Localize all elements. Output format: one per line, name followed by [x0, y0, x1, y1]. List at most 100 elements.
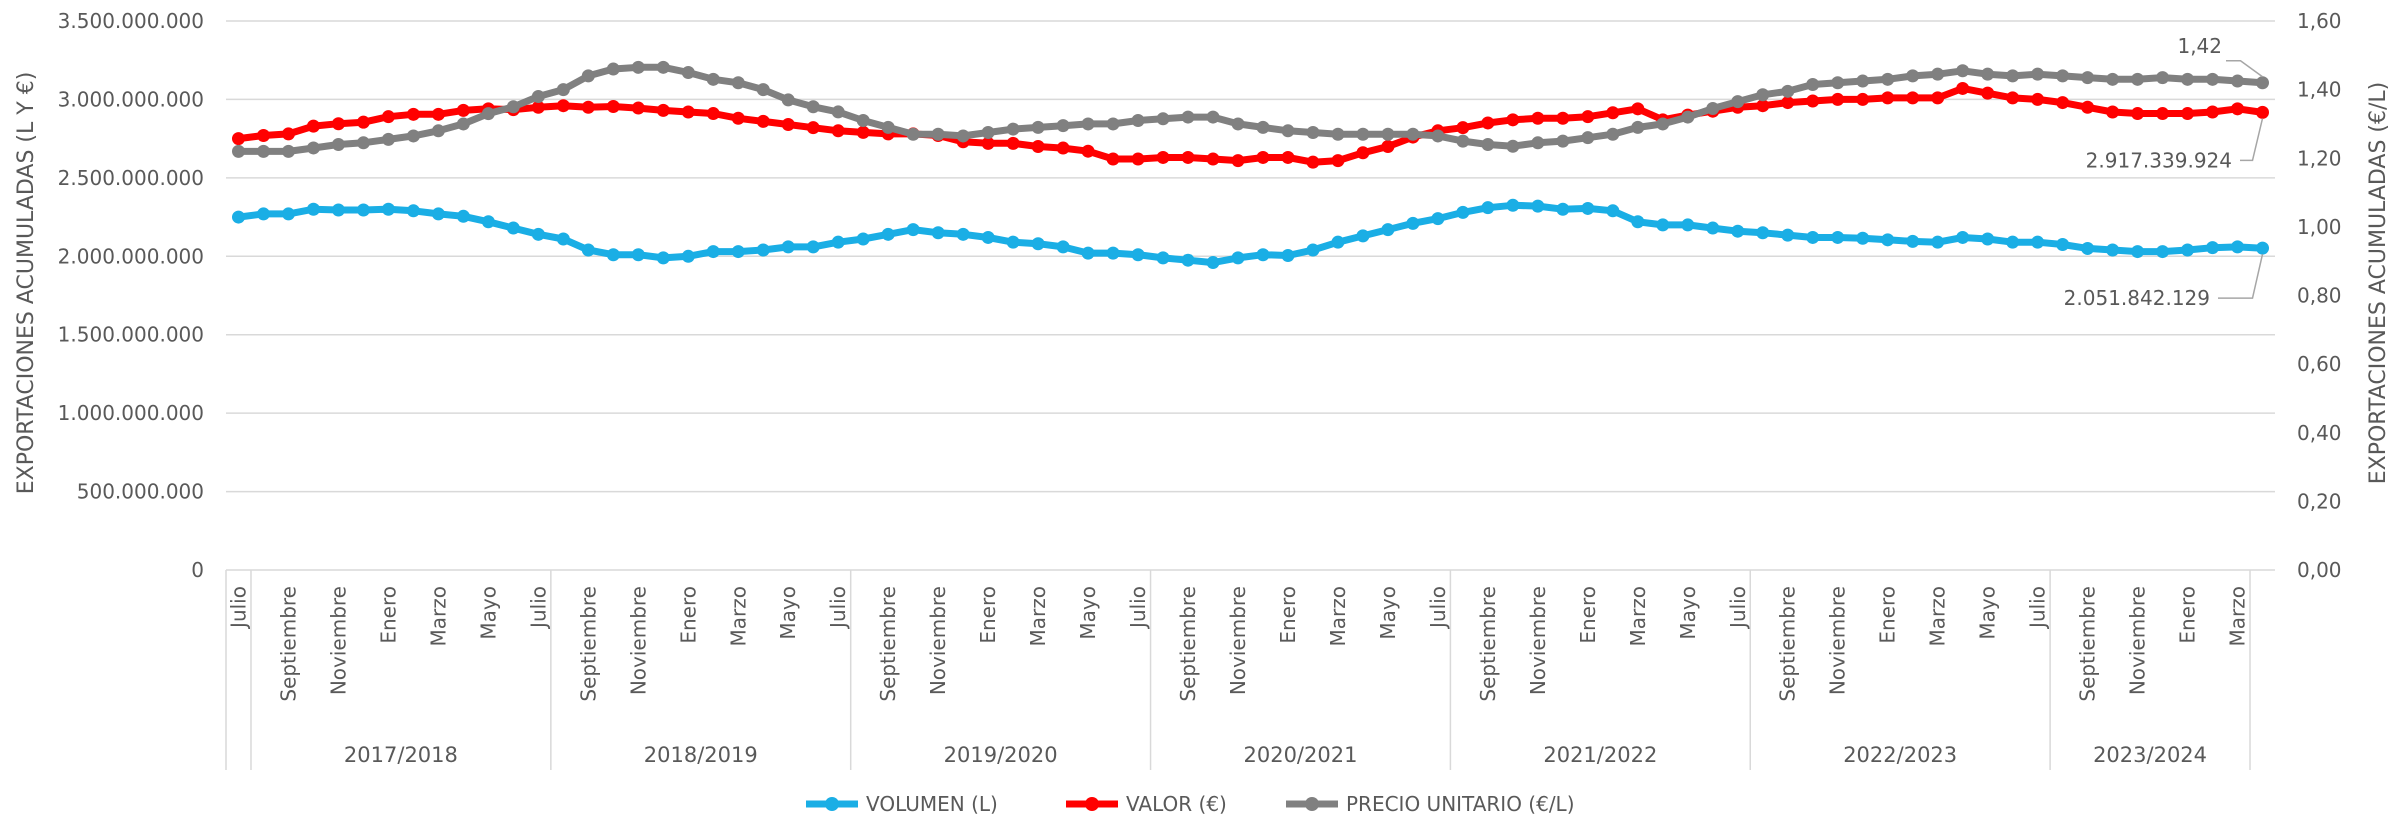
data-point	[1331, 235, 1345, 249]
data-point	[781, 118, 795, 132]
data-point	[1706, 221, 1720, 235]
data-point	[281, 144, 295, 158]
data-point	[481, 107, 495, 121]
data-point	[1331, 127, 1345, 141]
left-tick-label: 1.000.000.000	[58, 401, 204, 425]
data-point	[1556, 111, 1570, 125]
month-label: Marzo	[726, 586, 750, 646]
data-point	[1256, 248, 1270, 262]
month-label: Mayo	[1076, 586, 1100, 640]
data-point	[931, 127, 945, 141]
data-point	[1206, 256, 1220, 270]
data-point	[1906, 91, 1920, 105]
month-label: Marzo	[426, 586, 450, 646]
data-point	[1806, 77, 1820, 91]
x-axis: Julio Septiembre Noviembre Enero Marzo Mayo Ju…	[225, 570, 2251, 770]
data-point	[1656, 117, 1670, 131]
data-point	[2056, 238, 2070, 252]
data-point	[406, 107, 420, 121]
data-point	[981, 230, 995, 244]
data-point	[706, 245, 720, 259]
data-point	[1981, 232, 1995, 246]
data-point	[1031, 120, 1045, 134]
data-point	[2206, 241, 2220, 255]
data-point	[356, 136, 370, 150]
data-point	[1781, 84, 1795, 98]
data-point	[1306, 155, 1320, 169]
series-precio-unitario-l	[231, 60, 2270, 158]
data-point	[1381, 127, 1395, 141]
data-point	[581, 100, 595, 114]
data-point	[2106, 72, 2120, 86]
data-point	[606, 248, 620, 262]
data-point	[1081, 144, 1095, 158]
data-point	[1181, 253, 1195, 267]
data-point	[531, 89, 545, 103]
data-point	[831, 105, 845, 119]
data-point	[1931, 235, 1945, 249]
season-label: 2017/2018	[344, 743, 458, 767]
data-point	[2156, 107, 2170, 121]
data-point	[381, 110, 395, 124]
left-tick-label: 500.000.000	[77, 480, 204, 504]
data-point	[1631, 215, 1645, 229]
data-point	[1781, 96, 1795, 110]
data-point	[1481, 138, 1495, 152]
data-point	[1581, 131, 1595, 145]
data-point	[2256, 105, 2270, 119]
data-point	[1981, 67, 1995, 81]
right-tick-label: 1,00	[2297, 215, 2342, 239]
data-point	[2056, 69, 2070, 83]
data-point	[856, 125, 870, 139]
data-point	[456, 117, 470, 131]
data-point	[231, 210, 245, 224]
data-point	[1356, 127, 1370, 141]
data-point	[1231, 251, 1245, 265]
data-point	[1906, 69, 1920, 83]
data-point	[1881, 72, 1895, 86]
right-tick-label: 1,40	[2297, 78, 2342, 102]
data-point	[1431, 129, 1445, 143]
month-label: Marzo	[1626, 586, 1650, 646]
right-tick-label: 1,20	[2297, 146, 2342, 170]
series-line	[238, 63, 2263, 155]
data-point	[1281, 124, 1295, 138]
data-point	[1506, 113, 1520, 127]
data-point	[2231, 74, 2245, 88]
data-point	[2031, 235, 2045, 249]
data-point	[1156, 251, 1170, 265]
right-axis-ticks: 0,00 0,20 0,40 0,60 0,80 1,00 1,20 1,40 1,60	[2297, 9, 2342, 582]
data-point	[1006, 122, 1020, 136]
month-label: Marzo	[1026, 586, 1050, 646]
data-point	[1856, 92, 1870, 106]
data-point	[2081, 100, 2095, 114]
data-point	[1981, 86, 1995, 100]
data-point	[256, 129, 270, 143]
data-point	[1231, 117, 1245, 131]
series-line	[238, 201, 2263, 267]
data-point	[306, 202, 320, 216]
data-point	[981, 126, 995, 140]
data-point	[2006, 69, 2020, 83]
right-tick-label: 0,80	[2297, 284, 2342, 308]
annotation-leader	[2240, 118, 2264, 162]
data-point	[1156, 112, 1170, 126]
data-point	[2081, 71, 2095, 85]
data-point	[1856, 231, 1870, 245]
data-point	[756, 243, 770, 257]
data-point	[2156, 245, 2170, 259]
season-label: 2019/2020	[944, 743, 1058, 767]
data-point	[781, 93, 795, 107]
data-point	[981, 136, 995, 150]
data-point	[1031, 237, 1045, 251]
month-label: Septiembre	[576, 586, 600, 702]
data-point	[931, 226, 945, 240]
data-point	[656, 251, 670, 265]
data-point	[756, 114, 770, 128]
data-point	[2106, 243, 2120, 257]
data-point	[1556, 202, 1570, 216]
data-point	[1756, 99, 1770, 113]
data-point	[956, 129, 970, 143]
right-tick-label: 0,00	[2297, 558, 2342, 582]
month-label: Julio	[2026, 586, 2050, 630]
